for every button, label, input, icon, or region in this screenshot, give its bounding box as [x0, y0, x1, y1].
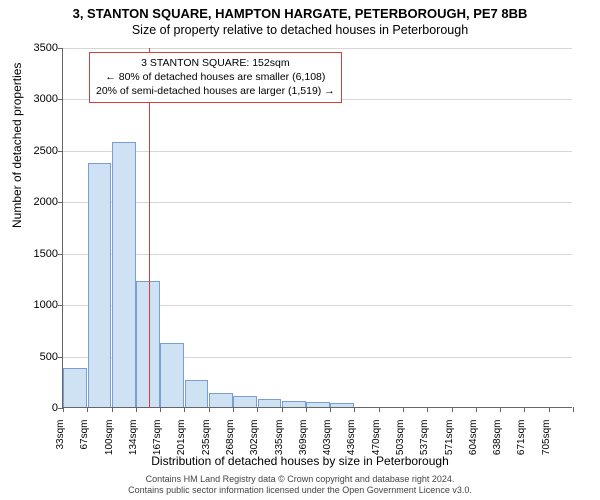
histogram-bar [63, 368, 87, 407]
x-tick-label: 167sqm [152, 420, 163, 470]
histogram-bar [88, 163, 112, 407]
histogram-bar [258, 399, 282, 407]
x-tick-label: 436sqm [346, 420, 357, 470]
page-subtitle: Size of property relative to detached ho… [0, 21, 600, 41]
x-tick-mark [233, 407, 234, 412]
histogram-bar [330, 403, 354, 407]
y-tick-mark [58, 305, 63, 306]
y-tick-mark [58, 357, 63, 358]
x-tick-label: 705sqm [541, 420, 552, 470]
x-tick-mark [379, 407, 380, 412]
footer-line-1: Contains HM Land Registry data © Crown c… [0, 474, 600, 485]
x-tick-mark [476, 407, 477, 412]
y-tick-label: 3000 [18, 93, 58, 105]
y-tick-label: 1000 [18, 299, 58, 311]
x-tick-mark [112, 407, 113, 412]
x-tick-label: 235sqm [201, 420, 212, 470]
x-tick-mark [354, 407, 355, 412]
x-tick-mark [549, 407, 550, 412]
x-tick-label: 403sqm [322, 420, 333, 470]
histogram-bar [209, 393, 233, 407]
x-tick-label: 100sqm [104, 420, 115, 470]
x-tick-label: 335sqm [274, 420, 285, 470]
x-tick-mark [257, 407, 258, 412]
x-tick-mark [500, 407, 501, 412]
x-tick-label: 302sqm [249, 420, 260, 470]
x-tick-mark [184, 407, 185, 412]
x-tick-mark [209, 407, 210, 412]
histogram-bar [306, 402, 330, 407]
y-tick-label: 500 [18, 351, 58, 363]
y-tick-label: 2000 [18, 196, 58, 208]
footer-attribution: Contains HM Land Registry data © Crown c… [0, 474, 600, 497]
x-tick-label: 268sqm [225, 420, 236, 470]
y-tick-label: 3500 [18, 42, 58, 54]
chart-container: 3, STANTON SQUARE, HAMPTON HARGATE, PETE… [0, 0, 600, 500]
x-tick-mark [63, 407, 64, 412]
histogram-bar [282, 401, 306, 407]
histogram-bar [136, 281, 160, 407]
annotation-box: 3 STANTON SQUARE: 152sqm← 80% of detache… [89, 52, 342, 103]
x-tick-label: 134sqm [128, 420, 139, 470]
x-tick-label: 571sqm [444, 420, 455, 470]
histogram-bar [160, 343, 184, 407]
x-tick-label: 604sqm [468, 420, 479, 470]
y-tick-mark [58, 48, 63, 49]
x-tick-label: 201sqm [176, 420, 187, 470]
page-title: 3, STANTON SQUARE, HAMPTON HARGATE, PETE… [0, 0, 600, 21]
x-tick-mark [573, 407, 574, 412]
annotation-line: ← 80% of detached houses are smaller (6,… [96, 70, 335, 84]
x-tick-mark [282, 407, 283, 412]
annotation-line: 3 STANTON SQUARE: 152sqm [96, 56, 335, 70]
y-tick-mark [58, 99, 63, 100]
y-tick-mark [58, 254, 63, 255]
x-tick-mark [160, 407, 161, 412]
histogram-bar [185, 380, 209, 407]
x-tick-label: 33sqm [55, 420, 66, 470]
chart-plot-area: 3 STANTON SQUARE: 152sqm← 80% of detache… [62, 48, 572, 408]
x-tick-label: 369sqm [298, 420, 309, 470]
grid-line [63, 202, 572, 203]
footer-line-2: Contains public sector information licen… [0, 485, 600, 496]
x-tick-mark [524, 407, 525, 412]
annotation-line: 20% of semi-detached houses are larger (… [96, 84, 335, 98]
x-tick-label: 503sqm [395, 420, 406, 470]
y-tick-label: 0 [18, 402, 58, 414]
x-tick-mark [452, 407, 453, 412]
x-tick-mark [403, 407, 404, 412]
grid-line [63, 151, 572, 152]
grid-line [63, 48, 572, 49]
y-tick-mark [58, 151, 63, 152]
x-tick-mark [136, 407, 137, 412]
y-tick-mark [58, 202, 63, 203]
x-tick-mark [87, 407, 88, 412]
x-tick-mark [427, 407, 428, 412]
grid-line [63, 254, 572, 255]
y-tick-label: 2500 [18, 145, 58, 157]
x-tick-label: 537sqm [419, 420, 430, 470]
x-tick-label: 638sqm [492, 420, 503, 470]
x-tick-mark [306, 407, 307, 412]
histogram-bar [112, 142, 136, 407]
x-tick-label: 67sqm [79, 420, 90, 470]
plot-rect: 3 STANTON SQUARE: 152sqm← 80% of detache… [62, 48, 572, 408]
histogram-bar [233, 396, 257, 407]
x-tick-label: 470sqm [371, 420, 382, 470]
y-tick-label: 1500 [18, 248, 58, 260]
x-tick-label: 671sqm [516, 420, 527, 470]
x-tick-mark [330, 407, 331, 412]
